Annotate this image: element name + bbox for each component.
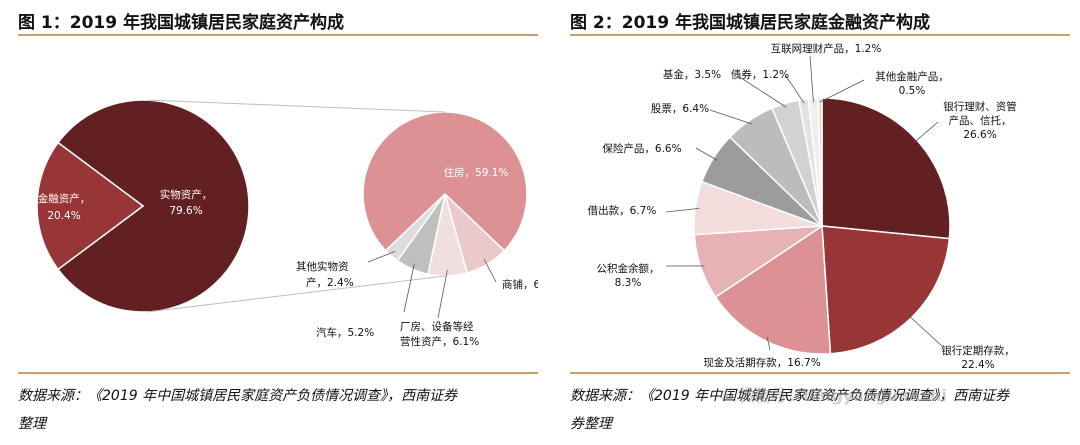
slice-other-financial <box>817 97 823 227</box>
figure-1-source-line1: 数据来源：《2019 年中国城镇居民家庭资产负债情况调查》，西南证券 <box>18 388 458 404</box>
label-other-real-1: 其他实物资 <box>296 260 349 273</box>
label-housing: 住房，59.1% <box>444 166 509 179</box>
sub-slice-housing <box>362 111 528 252</box>
label-financial-assets-2: 20.4% <box>47 210 80 222</box>
leader-other-financial <box>819 79 865 103</box>
leader-stocks <box>709 109 752 125</box>
wechat-watermark: ✉ 微信号：bingyanguanshi <box>720 382 947 406</box>
label-real-assets-2: 79.6% <box>169 205 202 217</box>
label-loans-out-1: 借出款，6.7% <box>588 204 657 217</box>
leader-insurance <box>695 147 718 161</box>
label-other-financial-2: 0.5% <box>899 85 926 97</box>
figure-2-top-rule <box>570 34 1070 36</box>
slice-cash-demand-deposits <box>714 224 832 355</box>
figure-2-source-line2: 券整理 <box>570 416 612 432</box>
label-financial-assets-1: 金融资产， <box>38 192 91 205</box>
leader-other-real <box>367 251 396 263</box>
label-cars: 汽车，5.2% <box>316 326 374 339</box>
connector-line-bottom <box>146 275 446 313</box>
label-funds-1: 基金，3.5% <box>663 68 721 81</box>
figure-2-title: 图 2：2019 年我国城镇居民家庭金融资产构成 <box>570 13 930 33</box>
watermark-text: 微信号：bingyanguanshi <box>738 386 947 405</box>
label-housing-fund-2: 8.3% <box>615 277 642 289</box>
pie-slice-financial-assets <box>36 141 145 271</box>
label-other-financial-1: 其他金融产品， <box>875 70 949 83</box>
leader-shops <box>483 258 497 283</box>
label-internet-wealth-1: 互联网理财产品，1.2% <box>771 42 882 55</box>
figure-2-panel: 图 2：2019 年我国城镇居民家庭金融资产构成 银行理财、资管 产品、信托， 26… <box>570 0 1070 445</box>
label-other-real-2: 产，2.4% <box>306 276 354 289</box>
label-time-deposits-1: 银行定期存款， <box>941 344 1015 357</box>
figure-2-source-line1: 数据来源：《2019 年中国城镇居民家庭资产负债情况调查》，西南证券 <box>570 388 1010 404</box>
leader-funds <box>737 75 787 108</box>
figure-1-source-line2: 整理 <box>18 416 46 432</box>
figure-2-source: 数据来源：《2019 年中国城镇居民家庭资产负债情况调查》，西南证券 券整理 <box>570 382 1070 438</box>
label-shops: 商铺，6.8% <box>502 278 538 291</box>
label-bank-wealth-mgmt-1: 银行理财、资管 <box>943 100 1017 113</box>
pie-slice-real-assets <box>56 99 250 313</box>
label-bank-wealth-mgmt-2: 产品、信托， <box>949 114 1012 127</box>
label-bonds-1: 债券，1.2% <box>731 68 789 81</box>
leader-bonds <box>785 75 805 104</box>
label-factories-1: 厂房、设备等经 <box>400 320 474 333</box>
leader-internet-wealth <box>809 55 814 103</box>
label-cash-demand-deposits-1: 现金及活期存款，16.7% <box>703 356 820 369</box>
figure-1-source: 数据来源：《2019 年中国城镇居民家庭资产负债情况调查》，西南证券 整理 <box>18 382 538 438</box>
slice-bank-wealth-mgmt <box>821 97 951 240</box>
figure-2-bottom-rule <box>570 372 1070 374</box>
leader-cars <box>403 263 415 313</box>
label-housing-fund-1: 公积金余额， <box>597 262 660 275</box>
leader-factories <box>437 269 448 319</box>
label-insurance-1: 保险产品，6.6% <box>602 142 681 155</box>
label-bank-wealth-mgmt-3: 26.6% <box>963 129 996 141</box>
label-real-assets-1: 实物资产， <box>160 188 213 201</box>
connector-line-top <box>146 99 446 113</box>
figure-1-bottom-rule <box>18 372 538 374</box>
leader-bank-wealth-mgmt <box>913 121 939 144</box>
leader-time-deposits <box>907 314 943 347</box>
label-stocks-1: 股票，6.4% <box>651 103 709 115</box>
figure-1-chart: 实物资产， 79.6% 金融资产， 20.4% 住房，59.1% 商铺，6.8% 厂房、设备… <box>36 99 538 348</box>
leader-loans-out <box>665 207 700 213</box>
figure-1-panel: 图 1：2019 年我国城镇居民家庭资产构成 实物资产， 79.6% 金融资产， 20… <box>18 0 538 445</box>
slice-time-deposits <box>821 225 951 355</box>
leader-cash <box>766 337 771 351</box>
wechat-icon: ✉ <box>720 386 739 405</box>
figure-1-top-rule <box>18 34 538 36</box>
label-time-deposits-2: 22.4% <box>961 359 994 371</box>
label-factories-2: 营性资产，6.1% <box>400 335 479 348</box>
figure-1-title: 图 1：2019 年我国城镇居民家庭资产构成 <box>18 13 344 33</box>
